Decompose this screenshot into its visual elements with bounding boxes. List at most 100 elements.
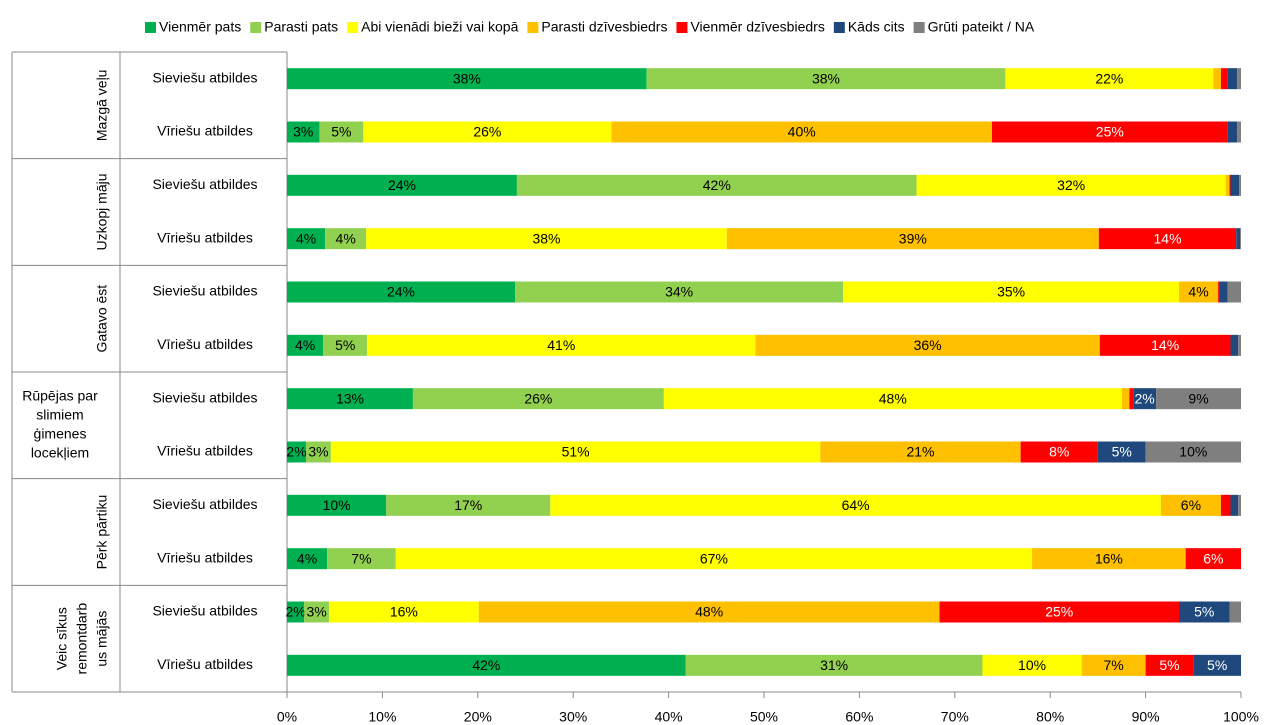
group-label: remontdarb (74, 603, 90, 675)
bar-segment (1099, 334, 1231, 356)
bar-segment (1239, 174, 1241, 196)
bar-segment (319, 121, 364, 143)
bar-segment (685, 654, 983, 676)
bar-segment (287, 441, 307, 463)
value-label: 3% (306, 604, 326, 620)
value-label: 4% (297, 550, 317, 566)
legend-label: Parasti pats (264, 19, 338, 35)
value-label: 5% (335, 337, 355, 353)
bar-segment (1129, 388, 1134, 410)
bar-segment (287, 68, 647, 90)
x-tick-label: 60% (845, 709, 873, 725)
category-label: Vīriešu atbildes (157, 443, 253, 459)
value-label: 38% (453, 70, 481, 86)
legend-label: Parasti dzīvesbiedrs (541, 19, 667, 35)
value-label: 40% (788, 124, 816, 140)
bar-segment (939, 601, 1179, 623)
bar-segment (1238, 494, 1241, 516)
value-label: 14% (1154, 230, 1182, 246)
bar-segment (1230, 334, 1239, 356)
value-label: 13% (336, 390, 364, 406)
value-label: 16% (390, 604, 418, 620)
legend-label: Vienmēr pats (159, 19, 241, 35)
x-tick-label: 30% (559, 709, 587, 725)
value-label: 7% (1104, 657, 1124, 673)
bar-segment (325, 228, 367, 250)
group-label: Mazgā veļu (94, 70, 110, 142)
x-tick-label: 20% (464, 709, 492, 725)
value-label: 24% (388, 177, 416, 193)
bar-segment (1145, 654, 1194, 676)
bar-segment (1156, 388, 1241, 410)
bar-segment (366, 228, 727, 250)
bar-segment (306, 441, 331, 463)
bar-segment (323, 334, 368, 356)
x-tick-label: 100% (1223, 709, 1259, 725)
bar-segment (1005, 68, 1214, 90)
category-label: Vīriešu atbildes (157, 123, 253, 139)
value-label: 39% (899, 230, 927, 246)
group-label: Uzkopj māju (94, 173, 110, 250)
bar-segment (287, 494, 387, 516)
group-label: Gatavo ēst (94, 285, 110, 353)
value-label: 9% (1188, 390, 1208, 406)
category-label: Sieviešu atbildes (152, 69, 257, 85)
value-label: 14% (1151, 337, 1179, 353)
value-label: 22% (1095, 70, 1123, 86)
bar-segment (755, 334, 1100, 356)
value-label: 24% (387, 284, 415, 300)
legend-swatch (833, 22, 845, 33)
bar-segment (330, 441, 821, 463)
value-label: 26% (473, 124, 501, 140)
x-tick-label: 40% (655, 709, 683, 725)
value-label: 2% (286, 444, 306, 460)
x-tick-label: 0% (277, 709, 297, 725)
bar-segment (516, 174, 917, 196)
bar-segment (328, 601, 479, 623)
bar-segment (1193, 654, 1241, 676)
bar-segment (367, 334, 756, 356)
legend-swatch (347, 22, 359, 33)
bar-segment (646, 68, 1006, 90)
bar-segment (395, 548, 1033, 570)
value-label: 5% (331, 124, 351, 140)
value-label: 5% (1194, 604, 1214, 620)
value-label: 3% (293, 124, 313, 140)
bar-segment (1185, 548, 1241, 570)
value-label: 25% (1045, 604, 1073, 620)
bar-segment (1240, 228, 1241, 250)
category-label: Vīriešu atbildes (157, 656, 253, 672)
value-label: 38% (812, 70, 840, 86)
legend-swatch (913, 22, 925, 33)
value-label: 26% (524, 390, 552, 406)
bar-segment (412, 388, 664, 410)
bar-segment (1178, 281, 1219, 303)
value-label: 48% (879, 390, 907, 406)
bar-segment (1020, 441, 1098, 463)
bar-segment (550, 494, 1161, 516)
value-label: 7% (351, 550, 371, 566)
x-tick-label: 80% (1036, 709, 1064, 725)
value-label: 4% (336, 230, 356, 246)
bar-segment (1236, 228, 1241, 250)
value-label: 6% (1203, 550, 1223, 566)
bar-segment (287, 174, 517, 196)
bar-segment (478, 601, 940, 623)
legend-label: Vienmēr dzīvesbiedrs (690, 19, 824, 35)
value-label: 42% (703, 177, 731, 193)
x-tick-label: 90% (1132, 709, 1160, 725)
bar-segment (1218, 281, 1221, 303)
value-label: 67% (700, 550, 728, 566)
legend-swatch (145, 22, 156, 33)
group-label: Pērk pārtiku (94, 495, 110, 570)
bar-segment (1227, 121, 1238, 143)
bar-segment (1220, 281, 1228, 303)
value-label: 10% (323, 497, 351, 513)
group-label: Veic sīkus (54, 607, 70, 670)
bar-segment (287, 654, 686, 676)
bar-segment (1098, 228, 1237, 250)
group-label: Rūpējas par (22, 388, 98, 404)
category-label: Sieviešu atbildes (152, 496, 257, 512)
bar-segment (327, 548, 396, 570)
